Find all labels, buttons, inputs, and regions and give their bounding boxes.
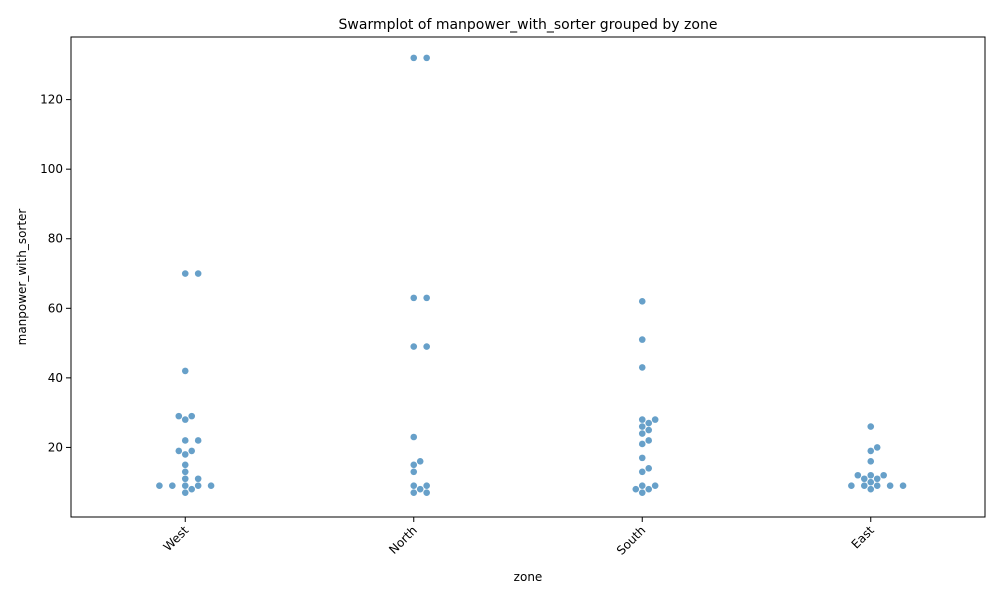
data-point-north bbox=[410, 433, 418, 441]
data-point-west bbox=[175, 447, 183, 455]
data-point-west bbox=[188, 447, 196, 455]
plot-area bbox=[70, 36, 986, 518]
data-point-east bbox=[867, 485, 875, 493]
data-point-west bbox=[175, 412, 183, 420]
y-tick-label: 80 bbox=[48, 232, 63, 246]
data-point-west bbox=[181, 270, 189, 277]
data-point-north bbox=[410, 482, 418, 489]
data-point-west bbox=[181, 437, 189, 444]
data-point-west bbox=[181, 451, 189, 458]
x-tick-label-south: South bbox=[614, 523, 649, 558]
data-point-north bbox=[410, 54, 418, 62]
data-point-north bbox=[410, 343, 418, 350]
y-axis-label: manpower_with_sorter bbox=[15, 209, 29, 346]
data-point-north bbox=[423, 482, 430, 489]
data-point-south bbox=[638, 430, 646, 437]
data-point-north bbox=[410, 294, 418, 302]
data-point-north bbox=[416, 485, 424, 493]
x-axis: West North South East bbox=[161, 517, 877, 558]
data-point-north bbox=[423, 54, 430, 62]
y-tick-label: 40 bbox=[48, 371, 63, 385]
data-point-south bbox=[638, 298, 646, 305]
data-point-east bbox=[867, 458, 875, 465]
data-point-east bbox=[899, 482, 907, 489]
data-point-east bbox=[873, 482, 881, 489]
data-point-west bbox=[181, 461, 189, 469]
data-point-east bbox=[854, 471, 862, 479]
data-point-east bbox=[867, 447, 875, 455]
data-point-south bbox=[638, 468, 646, 476]
data-point-west bbox=[188, 412, 196, 420]
data-point-east bbox=[848, 482, 855, 489]
y-tick-label: 120 bbox=[40, 93, 63, 107]
data-point-west bbox=[169, 482, 176, 489]
data-point-west bbox=[194, 482, 202, 489]
data-point-south bbox=[638, 423, 646, 430]
data-point-east bbox=[867, 423, 875, 430]
data-point-south bbox=[638, 440, 646, 448]
data-point-south bbox=[638, 489, 646, 496]
x-tick-label-east: East bbox=[849, 523, 877, 551]
data-point-north bbox=[423, 489, 430, 496]
data-point-north bbox=[416, 458, 424, 465]
data-point-south bbox=[638, 454, 646, 462]
data-point-south bbox=[638, 482, 646, 489]
x-axis-label: zone bbox=[514, 570, 543, 584]
data-point-west bbox=[181, 475, 189, 483]
chart-title: Swarmplot of manpower_with_sorter groupe… bbox=[339, 17, 718, 33]
data-point-east bbox=[873, 444, 881, 451]
data-point-south bbox=[632, 485, 640, 493]
data-point-south bbox=[645, 465, 653, 472]
x-tick-label-west: West bbox=[161, 523, 192, 554]
y-axis: 20 40 60 80 100 120 bbox=[40, 93, 71, 454]
data-point-south bbox=[645, 426, 653, 434]
data-point-north bbox=[423, 294, 430, 302]
data-point-west bbox=[181, 468, 189, 476]
data-point-east bbox=[867, 478, 875, 486]
y-tick-label: 100 bbox=[40, 162, 63, 176]
data-point-north bbox=[410, 468, 418, 476]
data-point-west bbox=[188, 485, 196, 493]
data-point-west bbox=[194, 475, 202, 483]
data-point-east bbox=[873, 475, 881, 483]
data-point-south bbox=[638, 416, 646, 423]
data-point-south bbox=[651, 416, 659, 423]
data-point-west bbox=[156, 482, 163, 489]
y-tick-label: 20 bbox=[48, 440, 63, 454]
data-point-north bbox=[410, 461, 418, 469]
x-tick-label-north: North bbox=[386, 523, 420, 557]
data-points bbox=[156, 54, 907, 496]
data-point-north bbox=[423, 343, 430, 350]
data-point-east bbox=[880, 471, 887, 479]
data-point-south bbox=[638, 336, 646, 343]
data-point-south bbox=[645, 419, 653, 427]
data-point-south bbox=[645, 437, 653, 444]
data-point-south bbox=[651, 482, 659, 489]
data-point-south bbox=[645, 485, 653, 493]
y-tick-label: 60 bbox=[48, 301, 63, 315]
data-point-west bbox=[181, 367, 189, 375]
data-point-east bbox=[867, 471, 875, 479]
data-point-west bbox=[181, 489, 189, 496]
data-point-west bbox=[194, 270, 202, 277]
data-point-west bbox=[181, 416, 189, 423]
data-point-west bbox=[207, 482, 215, 489]
data-point-north bbox=[410, 489, 418, 496]
data-point-south bbox=[638, 364, 646, 371]
data-point-east bbox=[860, 482, 868, 489]
data-point-east bbox=[886, 482, 894, 489]
data-point-east bbox=[860, 475, 868, 483]
data-point-west bbox=[194, 437, 202, 444]
data-point-west bbox=[181, 482, 189, 489]
